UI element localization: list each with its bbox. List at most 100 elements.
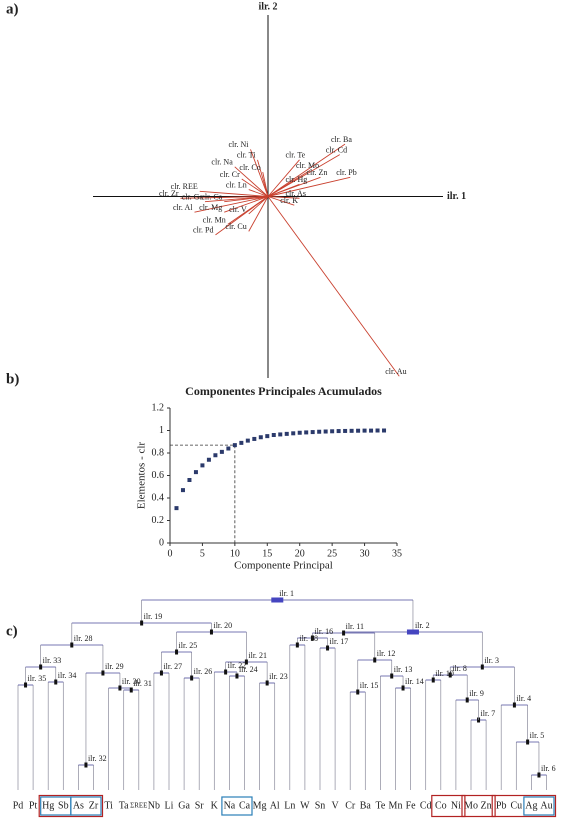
node-marker bbox=[356, 689, 360, 695]
point bbox=[310, 430, 315, 435]
node-label: ilr. 12 bbox=[377, 649, 396, 658]
point bbox=[297, 430, 302, 435]
vector-label: clr. Co bbox=[239, 163, 260, 172]
node-marker bbox=[235, 673, 239, 679]
point bbox=[304, 430, 309, 435]
node-label: ilr. 3 bbox=[484, 656, 499, 665]
point bbox=[343, 428, 348, 433]
leaf-label: Sr bbox=[195, 800, 205, 811]
node-label: ilr. 32 bbox=[88, 754, 107, 763]
point bbox=[206, 457, 211, 462]
x-tick-label: 15 bbox=[262, 548, 272, 559]
point bbox=[369, 428, 374, 433]
group-box bbox=[38, 794, 104, 818]
vector-label: clr. Pd bbox=[193, 226, 213, 235]
point bbox=[278, 432, 283, 437]
y-tick-label: 0.8 bbox=[152, 447, 165, 458]
node-label: ilr. 1 bbox=[279, 589, 294, 598]
x-tick-label: 25 bbox=[327, 548, 337, 559]
vector-label: clr. Ln bbox=[226, 180, 247, 189]
point bbox=[375, 428, 380, 433]
vector-label: clr. Ca bbox=[201, 193, 222, 202]
leaf-label: Cr bbox=[345, 800, 356, 811]
vector-label: clr. Cu bbox=[225, 222, 246, 231]
group-box bbox=[491, 794, 557, 818]
node-label: ilr. 9 bbox=[469, 689, 484, 698]
point bbox=[265, 434, 270, 439]
loading-vector bbox=[248, 196, 269, 232]
loading-vector bbox=[248, 196, 269, 215]
point bbox=[317, 429, 322, 434]
point bbox=[252, 436, 257, 441]
loading-vector bbox=[267, 143, 346, 197]
node-marker bbox=[118, 685, 122, 691]
vector-label: clr. Ba bbox=[331, 135, 352, 144]
node-label: ilr. 22 bbox=[228, 661, 247, 670]
leaf-label: Mg bbox=[253, 800, 267, 811]
group-box bbox=[461, 794, 496, 818]
loading-vector bbox=[241, 178, 269, 197]
point bbox=[330, 429, 335, 434]
node-label: ilr. 28 bbox=[74, 634, 93, 643]
vector-label: clr. REE bbox=[171, 182, 198, 191]
panel-label: a) bbox=[6, 1, 19, 17]
loading-vector bbox=[267, 196, 295, 206]
leaf-label: As bbox=[73, 800, 84, 811]
loading-vector bbox=[262, 171, 269, 197]
node-label: ilr. 34 bbox=[58, 671, 77, 680]
vector-label: clr. Hg bbox=[286, 175, 308, 184]
y-tick-label: 0.6 bbox=[152, 470, 165, 481]
loading-vector bbox=[248, 189, 269, 197]
node-marker bbox=[101, 670, 105, 676]
point bbox=[226, 446, 231, 451]
leaf-label: Nb bbox=[148, 800, 160, 811]
node-marker bbox=[373, 657, 377, 663]
loading-vector bbox=[267, 183, 300, 197]
node-label: ilr. 14 bbox=[405, 677, 424, 686]
leaf-label: Ga bbox=[178, 800, 190, 811]
node-label: ilr. 33 bbox=[43, 656, 62, 665]
point bbox=[187, 478, 192, 482]
loading-vector bbox=[180, 196, 269, 199]
point bbox=[232, 443, 237, 448]
leaf-label: Ln bbox=[284, 800, 295, 811]
node-marker bbox=[390, 673, 394, 679]
vector-label: clr. Mo bbox=[296, 161, 319, 170]
point bbox=[362, 428, 367, 433]
loading-vector bbox=[194, 196, 269, 213]
vector-label: clr. Te bbox=[286, 151, 306, 160]
leaf-label: Pb bbox=[496, 800, 507, 811]
node-marker bbox=[129, 687, 133, 693]
leaf-label: Cu bbox=[510, 800, 522, 811]
group-box bbox=[431, 794, 466, 818]
vector-label: clr. Ni bbox=[229, 140, 250, 149]
vector-label: clr. V bbox=[229, 205, 247, 214]
leaf-label: Li bbox=[165, 800, 174, 811]
node-marker bbox=[526, 739, 530, 745]
leaf-label: Ba bbox=[360, 800, 372, 811]
node-marker bbox=[310, 635, 314, 641]
vector-label: clr. Cd bbox=[326, 145, 347, 154]
point bbox=[200, 463, 205, 468]
point bbox=[271, 433, 276, 437]
leaf-label: Sb bbox=[58, 800, 69, 811]
leaf-label: Hg bbox=[42, 800, 54, 811]
point bbox=[323, 429, 328, 434]
leaf-label: Pd bbox=[13, 800, 24, 811]
vector-label: clr. Zn bbox=[307, 168, 328, 177]
node-label: ilr. 5 bbox=[530, 731, 545, 740]
node-label: ilr. 21 bbox=[248, 651, 267, 660]
point bbox=[219, 449, 224, 454]
axis-label: ilr. 1 bbox=[447, 191, 466, 202]
vector-label: clr. Au bbox=[385, 367, 406, 376]
chart-title: Componentes Principales Acumulados bbox=[185, 384, 382, 398]
node-label: ilr. 15 bbox=[360, 681, 379, 690]
leaf-label: Cd bbox=[420, 800, 432, 811]
point bbox=[193, 470, 198, 475]
node-marker bbox=[84, 762, 88, 768]
leaf-label: Co bbox=[435, 800, 447, 811]
point bbox=[291, 431, 296, 436]
x-tick-label: 5 bbox=[200, 548, 205, 559]
loading-vector bbox=[267, 196, 400, 377]
